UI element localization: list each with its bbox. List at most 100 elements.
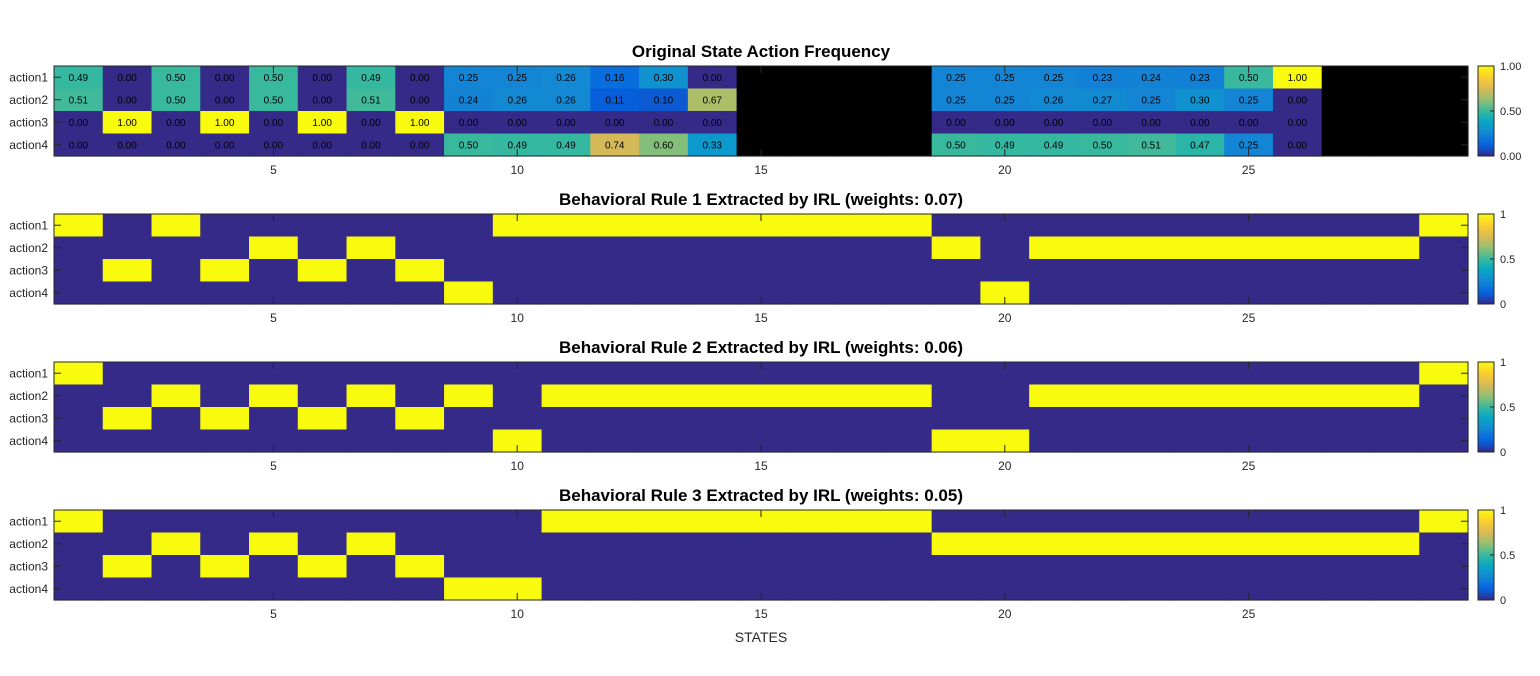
row-label-action3: action3 (9, 115, 48, 129)
heatmap-cell (1029, 88, 1079, 112)
cell-value-label: 0.50 (166, 95, 186, 106)
heatmap-cell (882, 111, 933, 135)
colorbar-tick-label: 0 (1500, 447, 1506, 459)
heatmap-cell (444, 510, 494, 534)
heatmap-cell (492, 111, 543, 135)
heatmap-cell (444, 577, 494, 601)
heatmap-cell (1077, 88, 1128, 112)
heatmap-cell (639, 555, 689, 579)
heatmap-cell (687, 259, 738, 283)
heatmap-cell (1370, 510, 1420, 534)
cell-value-label: 0.00 (215, 140, 235, 151)
cell-value-label: 0.10 (654, 95, 674, 106)
cell-value-label: 0.00 (556, 118, 576, 129)
heatmap-cell (1126, 532, 1177, 556)
heatmap-cell (785, 362, 835, 386)
cell-value-label: 0.00 (264, 140, 284, 151)
heatmap-cell (1272, 362, 1323, 386)
heatmap-cell (54, 259, 104, 283)
heatmap-cell (590, 66, 640, 90)
heatmap-cell (639, 429, 689, 453)
heatmap-cell (882, 407, 933, 431)
heatmap-cell (687, 429, 738, 453)
heatmap-cell (1370, 281, 1420, 305)
cell-value-label: 0.51 (69, 95, 89, 106)
heatmap-cell (687, 510, 738, 534)
heatmap-cell (492, 214, 543, 238)
heatmap-cell (882, 555, 933, 579)
colorbar-tick-label: 1 (1500, 505, 1506, 517)
heatmap-cell (444, 362, 494, 386)
heatmap-cell (1224, 362, 1274, 386)
heatmap-cell (736, 111, 786, 135)
heatmap-cell (444, 555, 494, 579)
heatmap-cell (1370, 259, 1420, 283)
heatmap-cell (1126, 259, 1177, 283)
heatmap-cell (1029, 510, 1079, 534)
heatmap-cell (785, 133, 835, 157)
heatmap-cell (297, 510, 348, 534)
heatmap-cell (882, 281, 933, 305)
heatmap-cell (102, 214, 153, 238)
heatmap-cell (882, 236, 933, 260)
heatmap-cell (1077, 214, 1128, 238)
heatmap-cell (1321, 429, 1372, 453)
heatmap-cell (639, 362, 689, 386)
heatmap-cell (1175, 281, 1225, 305)
heatmap-cell (980, 214, 1030, 238)
row-label-action2: action2 (9, 93, 48, 107)
heatmap-cell (1419, 407, 1469, 431)
cell-value-label: 1.00 (410, 118, 430, 129)
heatmap-cell (151, 133, 201, 157)
colorbar-tick-label: 0.5 (1500, 254, 1515, 266)
heatmap-cell (1321, 133, 1372, 157)
heatmap-cell (590, 111, 640, 135)
heatmap-cell (200, 555, 250, 579)
cell-value-label: 0.25 (1044, 73, 1064, 84)
cell-value-label: 0.00 (1190, 118, 1210, 129)
heatmap-cell (590, 133, 640, 157)
x-tick-label: 25 (1242, 607, 1256, 621)
heatmap-cell (882, 362, 933, 386)
heatmap-cell (297, 259, 348, 283)
heatmap-cell (102, 362, 153, 386)
heatmap-cell (492, 510, 543, 534)
heatmap-cell (200, 236, 250, 260)
heatmap-cell (785, 532, 835, 556)
heatmap-cell (249, 111, 299, 135)
heatmap-cell (931, 555, 982, 579)
heatmap-cell (200, 362, 250, 386)
heatmap-cell (151, 532, 201, 556)
heatmap-cell (834, 429, 884, 453)
heatmap-cell (590, 259, 640, 283)
heatmap-cell (395, 407, 445, 431)
heatmap-cell (1126, 111, 1177, 135)
heatmap-cell (1272, 532, 1323, 556)
colorbar-tick-label: 0 (1500, 595, 1506, 607)
heatmap-cell (151, 555, 201, 579)
heatmap-cell (1029, 66, 1079, 90)
heatmap-cell (785, 577, 835, 601)
heatmap-cell (395, 555, 445, 579)
heatmap-cell (346, 111, 396, 135)
heatmap-cell (1224, 407, 1274, 431)
heatmap-cell (980, 236, 1030, 260)
heatmap-cell (492, 577, 543, 601)
heatmap-cell (1321, 510, 1372, 534)
heatmap-cell (492, 66, 543, 90)
heatmap-cell (980, 577, 1030, 601)
heatmap-cell (444, 407, 494, 431)
heatmap-cell (200, 407, 250, 431)
heatmap-cell (395, 133, 445, 157)
heatmap-cell (200, 111, 250, 135)
heatmap-cell (1370, 111, 1420, 135)
heatmap-cell (346, 407, 396, 431)
heatmap-cell (687, 214, 738, 238)
colorbar: 00.51 (1477, 505, 1515, 607)
heatmap-cell (151, 577, 201, 601)
cell-value-label: 1.00 (117, 118, 137, 129)
heatmap-cell (54, 362, 104, 386)
heatmap-cell (54, 384, 104, 408)
heatmap-cell (395, 577, 445, 601)
heatmap-cell (151, 214, 201, 238)
